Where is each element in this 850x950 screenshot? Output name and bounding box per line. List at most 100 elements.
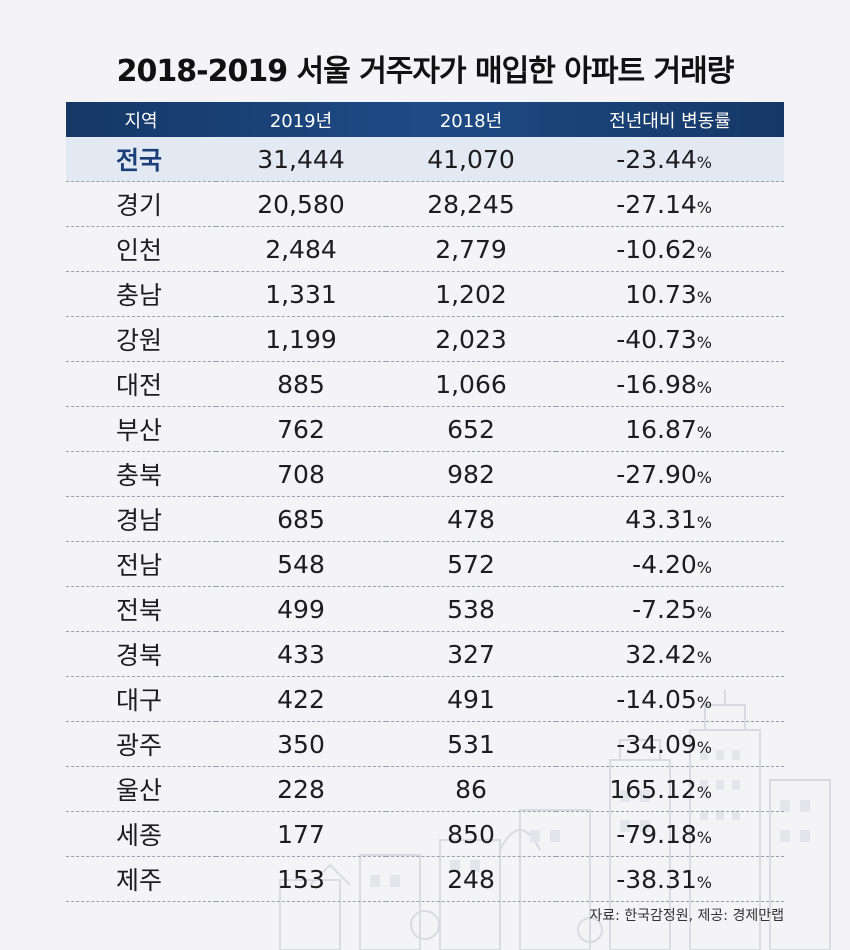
table-row: 강원 1,199 2,023 -40.73% — [66, 316, 784, 362]
value-2019-cell: 2,484 — [216, 226, 386, 272]
value-2018-cell: 28,245 — [386, 181, 556, 227]
change-rate-cell: -7.25% — [556, 586, 784, 632]
percent-unit: % — [696, 152, 712, 172]
value-2018-cell: 538 — [386, 586, 556, 632]
region-cell: 강원 — [66, 316, 216, 362]
region-cell: 제주 — [66, 856, 216, 902]
value-2019-cell: 228 — [216, 766, 386, 812]
table-row: 충남 1,331 1,202 10.73% — [66, 271, 784, 317]
value-2018-cell: 2,779 — [386, 226, 556, 272]
change-rate-value: -79.18 — [616, 819, 697, 849]
change-rate-value: -27.90 — [616, 459, 697, 489]
percent-unit: % — [696, 422, 712, 442]
change-rate-cell: 43.31% — [556, 496, 784, 542]
table-row: 제주 153 248 -38.31% — [66, 856, 784, 902]
value-2018-cell: 478 — [386, 496, 556, 542]
percent-unit: % — [696, 692, 712, 712]
header-row: 지역 2019년 2018년 전년대비 변동률 — [66, 102, 784, 137]
region-cell: 세종 — [66, 811, 216, 857]
change-rate-value: -7.25 — [632, 594, 697, 624]
change-rate-value: -16.98 — [616, 369, 697, 399]
change-rate-cell: -40.73% — [556, 316, 784, 362]
percent-unit: % — [696, 647, 712, 667]
table-header: 지역 2019년 2018년 전년대비 변동률 — [66, 102, 784, 137]
change-rate-value: -40.73 — [616, 324, 697, 354]
value-2019-cell: 762 — [216, 406, 386, 452]
change-rate-cell: -23.44% — [556, 137, 784, 182]
percent-unit: % — [696, 332, 712, 352]
change-rate-value: 32.42 — [625, 639, 697, 669]
change-rate-cell: 10.73% — [556, 271, 784, 317]
percent-unit: % — [696, 197, 712, 217]
change-rate-value: -38.31 — [616, 864, 697, 894]
value-2019-cell: 422 — [216, 676, 386, 722]
value-2018-cell: 1,066 — [386, 361, 556, 407]
percent-unit: % — [696, 557, 712, 577]
change-rate-cell: -14.05% — [556, 676, 784, 722]
table-row: 대구 422 491 -14.05% — [66, 676, 784, 722]
change-rate-value: -23.44 — [616, 144, 697, 174]
table-row: 울산 228 86 165.12% — [66, 766, 784, 812]
percent-unit: % — [696, 872, 712, 892]
region-cell: 경남 — [66, 496, 216, 542]
table-row: 충북 708 982 -27.90% — [66, 451, 784, 497]
percent-unit: % — [696, 467, 712, 487]
value-2019-cell: 350 — [216, 721, 386, 767]
value-2018-cell: 982 — [386, 451, 556, 497]
value-2018-cell: 41,070 — [386, 137, 556, 182]
chart-title: 2018-2019 서울 거주자가 매입한 아파트 거래량 — [116, 54, 735, 89]
change-rate-value: -27.14 — [616, 189, 697, 219]
change-rate-cell: -16.98% — [556, 361, 784, 407]
column-header-2018: 2018년 — [439, 110, 503, 132]
change-rate-value: -34.09 — [616, 729, 697, 759]
table-body: 전국 31,444 41,070 -23.44% 경기 20,580 28,245 -27.1… — [66, 137, 784, 902]
region-cell: 충북 — [66, 451, 216, 497]
change-rate-cell: -27.14% — [556, 181, 784, 227]
table-row: 전남 548 572 -4.20% — [66, 541, 784, 587]
value-2018-cell: 572 — [386, 541, 556, 587]
change-rate-cell: -79.18% — [556, 811, 784, 857]
change-rate-cell: -38.31% — [556, 856, 784, 902]
column-header-change: 전년대비 변동률 — [609, 110, 731, 132]
change-rate-cell: 165.12% — [556, 766, 784, 812]
region-cell: 울산 — [66, 766, 216, 812]
value-2018-cell: 850 — [386, 811, 556, 857]
value-2018-cell: 2,023 — [386, 316, 556, 362]
region-cell: 대구 — [66, 676, 216, 722]
table-row: 경남 685 478 43.31% — [66, 496, 784, 542]
value-2019-cell: 708 — [216, 451, 386, 497]
percent-unit: % — [696, 737, 712, 757]
change-rate-value: 165.12 — [609, 774, 697, 804]
value-2019-cell: 548 — [216, 541, 386, 587]
value-2019-cell: 20,580 — [216, 181, 386, 227]
change-rate-value: 10.73 — [625, 279, 697, 309]
change-rate-cell: -34.09% — [556, 721, 784, 767]
data-table: 지역 2019년 2018년 전년대비 변동률 전국 31,444 41,070 -2… — [66, 102, 784, 902]
value-2019-cell: 177 — [216, 811, 386, 857]
table-row: 광주 350 531 -34.09% — [66, 721, 784, 767]
table-row: 부산 762 652 16.87% — [66, 406, 784, 452]
value-2019-cell: 31,444 — [216, 137, 386, 182]
value-2018-cell: 652 — [386, 406, 556, 452]
value-2019-cell: 153 — [216, 856, 386, 902]
region-cell: 경북 — [66, 631, 216, 677]
value-2019-cell: 885 — [216, 361, 386, 407]
change-rate-value: 43.31 — [625, 504, 697, 534]
change-rate-cell: 32.42% — [556, 631, 784, 677]
percent-unit: % — [696, 287, 712, 307]
change-rate-value: 16.87 — [625, 414, 697, 444]
table-row: 대전 885 1,066 -16.98% — [66, 361, 784, 407]
value-2018-cell: 86 — [386, 766, 556, 812]
region-cell: 전국 — [66, 137, 216, 182]
value-2018-cell: 491 — [386, 676, 556, 722]
percent-unit: % — [696, 512, 712, 532]
change-rate-cell: -27.90% — [556, 451, 784, 497]
column-header-2019: 2019년 — [269, 110, 333, 132]
value-2019-cell: 1,331 — [216, 271, 386, 317]
table-row: 경기 20,580 28,245 -27.14% — [66, 181, 784, 227]
total-row: 전국 31,444 41,070 -23.44% — [66, 137, 784, 182]
change-rate-value: -14.05 — [616, 684, 697, 714]
percent-unit: % — [696, 602, 712, 622]
table-row: 전북 499 538 -7.25% — [66, 586, 784, 632]
region-cell: 충남 — [66, 271, 216, 317]
